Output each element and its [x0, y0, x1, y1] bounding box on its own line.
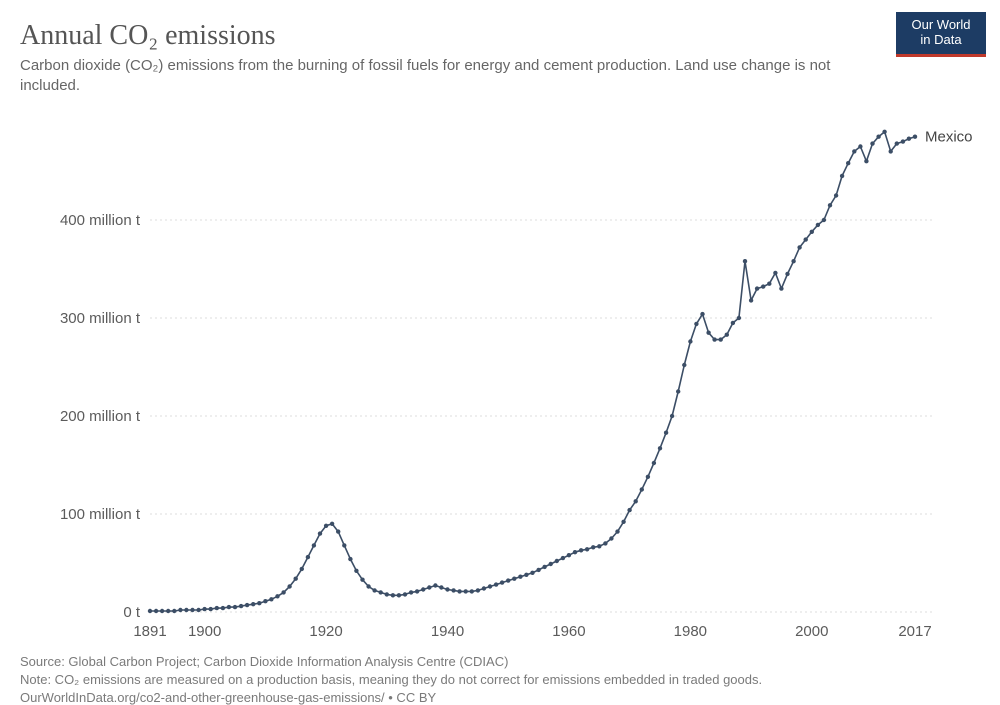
chart-container: Our World in Data Annual CO₂ emissions C…: [0, 0, 1000, 705]
svg-text:100 million t: 100 million t: [60, 506, 141, 523]
footer-source: Source: Global Carbon Project; Carbon Di…: [20, 653, 980, 671]
logo-line2: in Data: [920, 32, 961, 47]
footer-attribution: OurWorldInData.org/co2-and-other-greenho…: [20, 689, 980, 705]
svg-text:0 t: 0 t: [123, 604, 141, 621]
chart-title: Annual CO₂ emissions: [20, 20, 980, 52]
footer-note: Note: CO₂ emissions are measured on a pr…: [20, 671, 980, 689]
svg-text:300 million t: 300 million t: [60, 310, 141, 327]
svg-text:1900: 1900: [188, 623, 221, 640]
logo-line1: Our World: [912, 17, 971, 32]
svg-text:2017: 2017: [898, 623, 931, 640]
svg-text:1940: 1940: [431, 623, 464, 640]
line-chart-svg: 0 t 100 million t 200 million t 300 million…: [20, 107, 980, 647]
svg-text:Mexico: Mexico: [925, 128, 973, 145]
svg-text:200 million t: 200 million t: [60, 408, 141, 425]
chart-area: 0 t 100 million t 200 million t 300 million…: [20, 107, 980, 647]
svg-text:1920: 1920: [309, 623, 342, 640]
svg-text:400 million t: 400 million t: [60, 212, 141, 229]
svg-text:1980: 1980: [674, 623, 707, 640]
chart-subtitle: Carbon dioxide (CO₂) emissions from the …: [20, 56, 880, 97]
svg-text:1891: 1891: [133, 623, 166, 640]
svg-text:1960: 1960: [552, 623, 585, 640]
svg-text:2000: 2000: [795, 623, 828, 640]
chart-footer: Source: Global Carbon Project; Carbon Di…: [20, 653, 980, 705]
owid-logo: Our World in Data: [896, 12, 986, 57]
